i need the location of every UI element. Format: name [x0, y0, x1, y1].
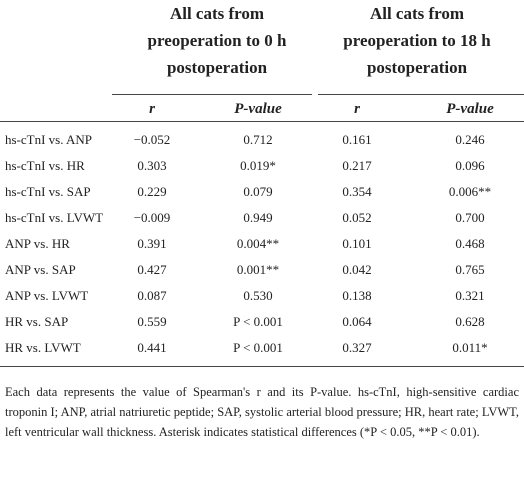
- cell: 0.001**: [236, 262, 280, 277]
- rule: [0, 121, 524, 122]
- cell: P < 0.001: [233, 314, 283, 329]
- cell: 0.468: [455, 236, 485, 251]
- cell: 0.628: [455, 314, 485, 329]
- row-label: ANP vs. LVWT: [5, 288, 89, 303]
- cell: 0.004**: [236, 236, 280, 251]
- cell: 0.765: [455, 262, 485, 277]
- cell: 0.138: [342, 288, 372, 303]
- cell: −0.052: [133, 132, 171, 147]
- row-label: hs-cTnI vs. ANP: [5, 132, 93, 147]
- cell: 0.441: [137, 340, 167, 355]
- cell: 0.064: [342, 314, 372, 329]
- cell: 0.096: [455, 158, 485, 173]
- row-label: hs-cTnI vs. SAP: [5, 184, 91, 199]
- cell: P < 0.001: [233, 340, 283, 355]
- cell: 0.011*: [452, 340, 488, 355]
- row-label: hs-cTnI vs. HR: [5, 158, 85, 173]
- column-header: P-value: [446, 101, 494, 117]
- row-label: HR vs. LVWT: [5, 340, 81, 355]
- row-label: ANP vs. SAP: [5, 262, 76, 277]
- cell: 0.161: [342, 132, 372, 147]
- cell: 0.712: [243, 132, 273, 147]
- cell: 0.391: [137, 236, 167, 251]
- cell: 0.354: [342, 184, 372, 199]
- row-label: HR vs. SAP: [5, 314, 69, 329]
- cell: 0.019*: [240, 158, 276, 173]
- column-header: P-value: [234, 101, 282, 117]
- rule: [112, 94, 312, 95]
- cell: 0.427: [137, 262, 167, 277]
- cell: 0.087: [137, 288, 167, 303]
- cell: 0.246: [455, 132, 485, 147]
- column-header: r: [354, 101, 360, 117]
- cell: 0.079: [243, 184, 273, 199]
- cell: 0.042: [342, 262, 372, 277]
- column-header: r: [149, 101, 155, 117]
- row-label: hs-cTnI vs. LVWT: [5, 210, 104, 225]
- cell: 0.006**: [448, 184, 492, 199]
- cell: 0.303: [137, 158, 167, 173]
- cell: 0.327: [342, 340, 372, 355]
- rule: [318, 94, 524, 95]
- cell: 0.559: [137, 314, 167, 329]
- footnote: Each data represents the value of Spearm…: [5, 385, 519, 439]
- group-header: All cats from preoperation to 0 h postop…: [147, 4, 287, 77]
- rule: [0, 366, 524, 367]
- cell: 0.229: [137, 184, 167, 199]
- row-label: ANP vs. HR: [5, 236, 70, 251]
- cell: 0.217: [342, 158, 372, 173]
- cell: 0.530: [243, 288, 273, 303]
- cell: 0.700: [455, 210, 485, 225]
- cell: 0.321: [455, 288, 485, 303]
- cell: 0.101: [342, 236, 372, 251]
- cell: 0.949: [243, 210, 273, 225]
- group-header: All cats from preoperation to 18 h posto…: [343, 4, 491, 77]
- cell: 0.052: [342, 210, 372, 225]
- cell: −0.009: [133, 210, 171, 225]
